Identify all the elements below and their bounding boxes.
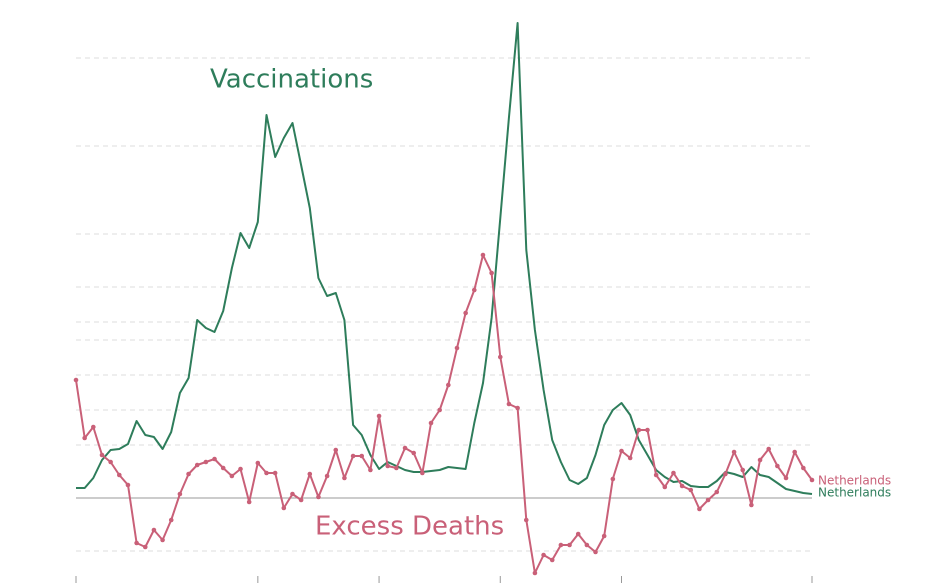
point <box>359 453 365 459</box>
point <box>73 377 79 383</box>
point <box>177 491 183 497</box>
point <box>515 405 520 411</box>
point <box>437 407 442 413</box>
point <box>238 466 243 472</box>
point <box>186 471 191 477</box>
point <box>212 456 217 462</box>
point <box>142 544 148 550</box>
point <box>272 470 278 476</box>
annotation: Vaccinations <box>210 65 373 95</box>
point <box>125 482 131 488</box>
point <box>662 484 668 490</box>
point <box>220 465 226 471</box>
point <box>697 506 702 512</box>
point <box>324 473 330 479</box>
point <box>801 465 806 471</box>
point <box>420 470 425 476</box>
point <box>567 542 572 548</box>
point <box>134 540 139 546</box>
series: Netherlands <box>73 252 891 576</box>
point <box>506 401 512 407</box>
point <box>91 424 96 430</box>
series-label: Netherlands <box>818 486 891 500</box>
point <box>385 463 391 469</box>
point <box>264 470 269 476</box>
point <box>463 310 468 316</box>
point <box>783 475 789 481</box>
point <box>108 459 113 465</box>
point <box>601 533 607 539</box>
point <box>541 552 546 558</box>
point <box>290 491 295 497</box>
point <box>316 494 321 500</box>
point <box>723 471 728 477</box>
point <box>203 459 209 465</box>
point <box>229 473 235 479</box>
point <box>160 537 165 543</box>
point <box>688 487 694 493</box>
point <box>116 472 122 478</box>
point <box>472 287 477 293</box>
point <box>636 427 642 433</box>
point <box>671 470 676 476</box>
point <box>411 450 416 456</box>
point <box>653 472 659 478</box>
point <box>593 549 598 555</box>
point <box>281 505 287 511</box>
point <box>792 449 797 455</box>
annotation: Excess Deaths <box>315 512 504 542</box>
point <box>376 413 382 419</box>
point <box>307 471 313 477</box>
point <box>151 527 157 533</box>
point <box>428 420 434 426</box>
point <box>714 489 720 495</box>
point <box>584 542 590 548</box>
point <box>619 448 624 454</box>
point <box>731 449 737 455</box>
point <box>775 463 780 469</box>
point <box>194 462 200 468</box>
point <box>99 452 105 458</box>
point <box>523 517 529 523</box>
point <box>298 497 304 503</box>
point <box>350 453 356 459</box>
point <box>342 475 347 481</box>
point <box>558 542 564 548</box>
point <box>749 502 754 508</box>
point <box>168 517 174 523</box>
point <box>446 382 451 388</box>
point <box>394 465 399 471</box>
point <box>610 476 616 482</box>
grid <box>75 57 813 583</box>
point <box>679 483 685 489</box>
point <box>480 252 486 258</box>
series-label: Netherlands <box>818 474 891 488</box>
point <box>645 427 650 433</box>
series: Netherlands <box>76 22 891 500</box>
point <box>740 467 746 473</box>
point <box>705 497 711 503</box>
point <box>82 435 87 441</box>
point <box>766 446 772 452</box>
point <box>489 270 494 276</box>
point <box>549 557 555 563</box>
point <box>497 354 503 360</box>
point <box>255 460 261 466</box>
point <box>575 531 581 537</box>
point <box>246 499 252 505</box>
line <box>76 22 813 495</box>
point <box>757 457 763 463</box>
point <box>402 445 408 451</box>
point <box>333 447 339 453</box>
point <box>368 467 373 473</box>
point <box>532 570 538 576</box>
point <box>627 455 633 461</box>
point <box>454 345 460 351</box>
point <box>809 477 815 483</box>
